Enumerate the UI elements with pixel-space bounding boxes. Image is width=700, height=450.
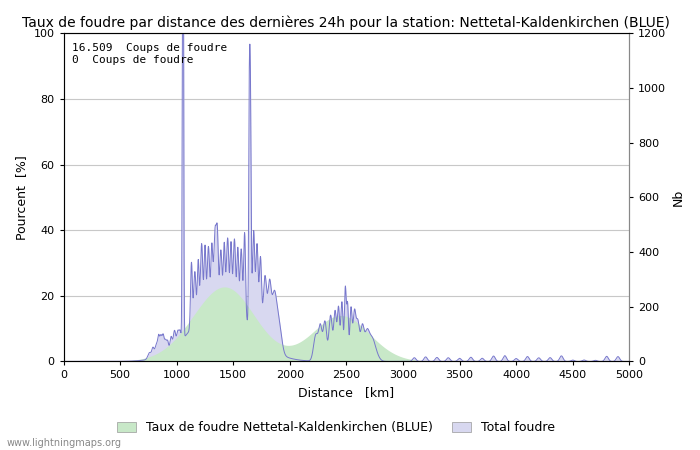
Y-axis label: Nb: Nb — [672, 189, 685, 206]
X-axis label: Distance   [km]: Distance [km] — [298, 386, 395, 399]
Title: Taux de foudre par distance des dernières 24h pour la station: Nettetal-Kaldenki: Taux de foudre par distance des dernière… — [22, 15, 671, 30]
Y-axis label: Pourcent  [%]: Pourcent [%] — [15, 155, 28, 240]
Legend: Taux de foudre Nettetal-Kaldenkirchen (BLUE), Total foudre: Taux de foudre Nettetal-Kaldenkirchen (B… — [113, 416, 559, 439]
Text: 16.509  Coups de foudre
0  Coups de foudre: 16.509 Coups de foudre 0 Coups de foudre — [72, 43, 228, 65]
Text: www.lightningmaps.org: www.lightningmaps.org — [7, 438, 122, 448]
